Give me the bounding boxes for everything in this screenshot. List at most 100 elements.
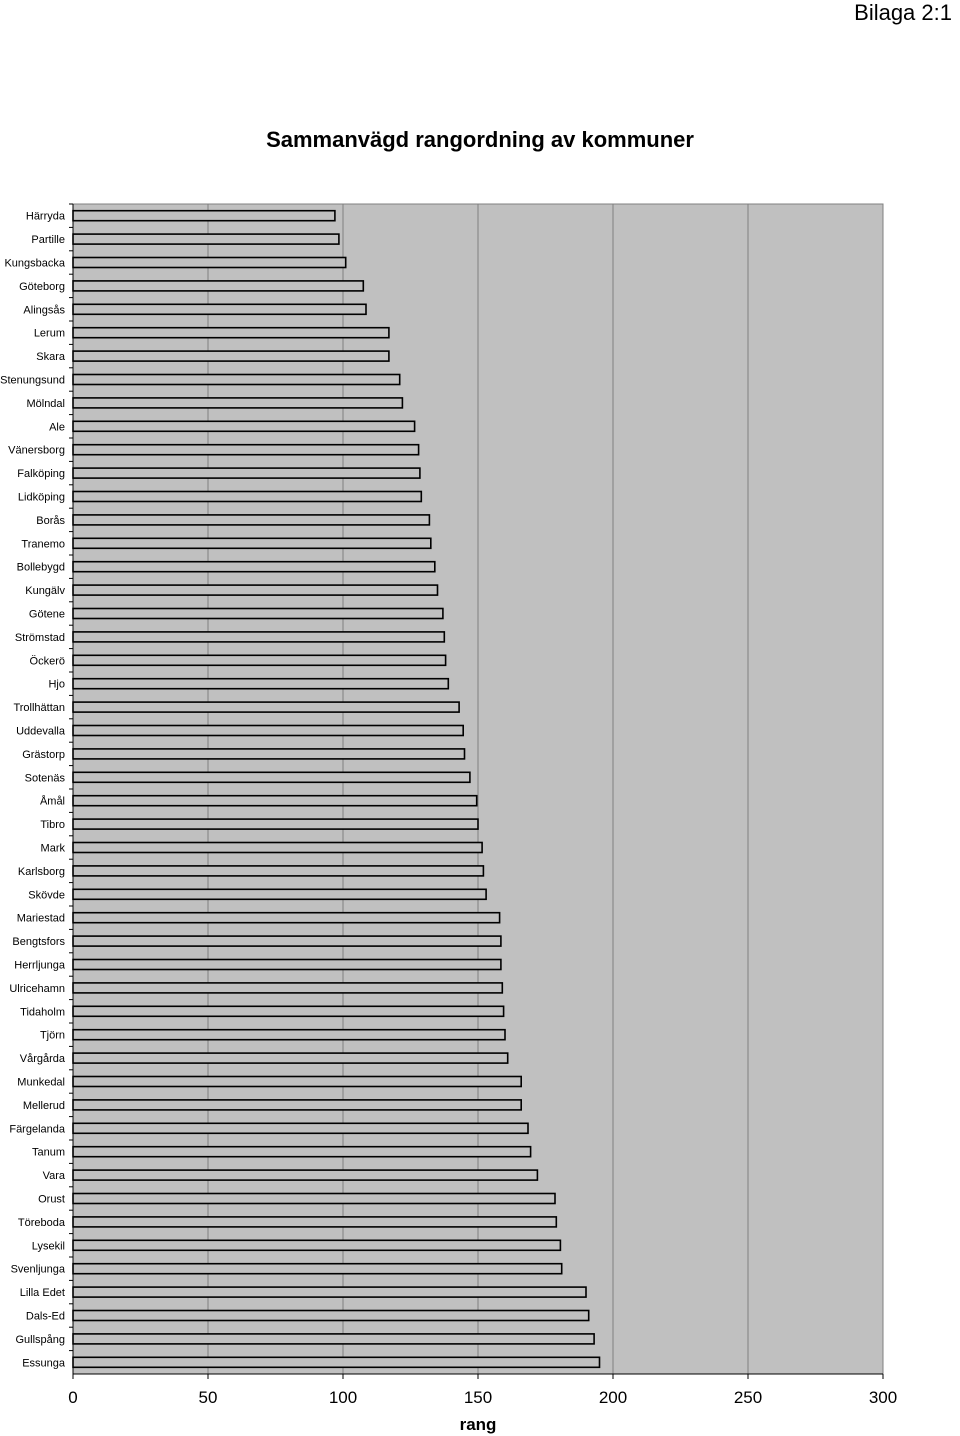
bar (72, 958, 502, 971)
bar (72, 771, 471, 784)
x-tick-label: 50 (199, 1388, 218, 1407)
bar (72, 209, 336, 222)
bar (72, 373, 401, 386)
bar (72, 841, 483, 854)
bar (72, 560, 436, 573)
bar (72, 1309, 590, 1322)
category-label: Mölndal (26, 398, 65, 410)
x-tick-label: 200 (599, 1388, 627, 1407)
category-label: Mark (41, 843, 66, 855)
category-label: Skövde (28, 889, 65, 901)
category-label: Tjörn (40, 1030, 65, 1042)
bars-group (72, 209, 601, 1369)
bar (72, 1028, 506, 1041)
category-label: Sotenäs (25, 772, 66, 784)
category-label: Lilla Edet (20, 1287, 65, 1299)
bar (72, 1052, 509, 1064)
bar (72, 677, 450, 690)
bar (72, 794, 478, 807)
bar (72, 1122, 529, 1135)
bar (72, 935, 502, 947)
bar (72, 233, 340, 245)
category-label: Trollhättan (13, 702, 65, 714)
x-tick-label: 0 (68, 1388, 77, 1407)
category-label: Svenljunga (11, 1264, 66, 1276)
bar (72, 490, 423, 503)
chart-title: Sammanvägd rangordning av kommuner (266, 127, 694, 152)
bar (72, 1356, 601, 1369)
x-axis-ticks: 0 50 100 150 200 250 300 (68, 1374, 897, 1407)
category-label: Vårgårda (20, 1053, 66, 1065)
bar (72, 1099, 523, 1111)
category-label: Uddevalla (16, 726, 66, 738)
bar (72, 748, 466, 760)
bar (72, 467, 421, 479)
bar (72, 631, 446, 643)
bar (72, 1169, 539, 1181)
bar (72, 1145, 532, 1158)
bar (72, 420, 416, 433)
bar (72, 724, 465, 737)
bar (72, 818, 479, 830)
category-label: Tranemo (21, 538, 65, 550)
category-label: Töreboda (18, 1217, 66, 1229)
bar (72, 326, 390, 339)
category-label: Lysekil (32, 1240, 65, 1252)
bar (72, 1216, 558, 1228)
category-label: Dals-Ed (26, 1311, 65, 1323)
bar (72, 865, 485, 877)
bar (72, 280, 365, 292)
category-label: Hjo (48, 679, 65, 691)
bar (72, 1333, 595, 1345)
category-labels: Härryda Partille Kungsbacka Göteborg Alingså… (0, 203, 73, 1369)
category-label: Skara (36, 351, 66, 363)
bar (72, 1075, 523, 1088)
category-label: Herrljunga (14, 960, 66, 972)
category-label: Karlsborg (18, 866, 65, 878)
category-label: Partille (31, 234, 65, 246)
x-tick-label: 150 (464, 1388, 492, 1407)
category-label: Alingsås (23, 304, 65, 316)
bar (72, 911, 501, 924)
bar (72, 537, 432, 550)
category-label: Mellerud (23, 1100, 65, 1112)
bar (72, 1005, 505, 1018)
bar (72, 397, 404, 409)
category-label: Öckerö (30, 655, 65, 667)
category-label: Essunga (22, 1357, 66, 1369)
x-tick-label: 250 (734, 1388, 762, 1407)
bar (72, 654, 447, 667)
bar (72, 1192, 556, 1205)
bar (72, 514, 431, 526)
category-label: Bengtsfors (12, 936, 65, 948)
category-label: Orust (38, 1194, 65, 1206)
category-label: Ulricehamn (9, 983, 65, 995)
category-label: Tanum (32, 1147, 65, 1159)
category-label: Götene (29, 609, 65, 621)
bar (72, 701, 460, 713)
category-label: Lerum (34, 328, 65, 340)
bar (72, 1262, 563, 1275)
category-label: Mariestad (17, 913, 65, 925)
category-label: Stenungsund (0, 375, 65, 387)
category-label: Göteborg (19, 281, 65, 293)
category-label: Gullspång (15, 1334, 65, 1346)
category-label: Ale (49, 421, 65, 433)
x-tick-label: 100 (329, 1388, 357, 1407)
bar (72, 1239, 562, 1252)
category-label: Härryda (26, 211, 66, 223)
bar (72, 584, 439, 596)
category-label: Lidköping (18, 492, 65, 504)
bar (72, 303, 367, 316)
bar (72, 256, 347, 269)
category-label: Borås (36, 515, 65, 527)
category-label: Kungsbacka (4, 258, 65, 270)
category-label: Grästorp (22, 749, 65, 761)
bar (72, 982, 504, 994)
category-label: Strömstad (15, 632, 65, 644)
x-axis-title: rang (460, 1415, 497, 1434)
category-label: Munkedal (17, 1077, 65, 1089)
category-label: Tibro (40, 819, 65, 831)
bar (72, 1286, 587, 1298)
